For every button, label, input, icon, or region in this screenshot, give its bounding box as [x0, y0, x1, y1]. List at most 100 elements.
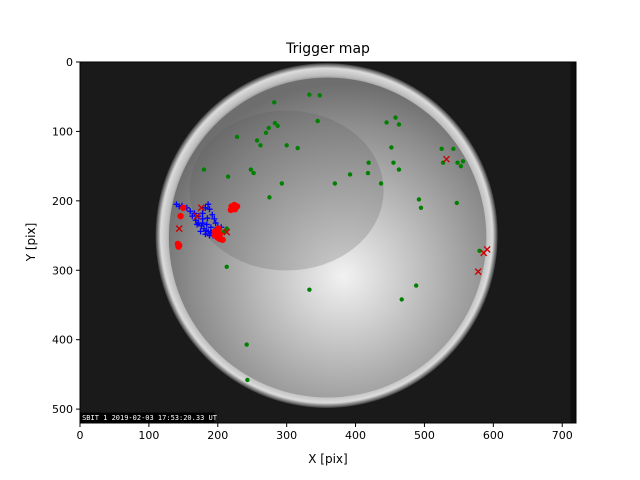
- scatter-point: [201, 167, 207, 172]
- scatter-point: [211, 215, 218, 222]
- scatter-point: [197, 204, 205, 212]
- scatter-point: [202, 231, 209, 238]
- scatter-point: [212, 220, 219, 227]
- scatter-point: [175, 225, 183, 233]
- scatter-point: [439, 146, 444, 151]
- axes-frame: [79, 61, 577, 424]
- scatter-point: [251, 170, 256, 176]
- scatter-point: [399, 297, 404, 302]
- scatter-point: [460, 159, 466, 164]
- scatter-point: [451, 146, 456, 151]
- scatter-point: [332, 181, 338, 186]
- scatter-point: [315, 118, 320, 124]
- x-tick-label: 200: [207, 429, 228, 442]
- scatter-point: [279, 181, 285, 186]
- x-tick-label: 400: [345, 429, 366, 442]
- scatter-point: [223, 228, 231, 236]
- timestamp-text: SBIT 1 2019-02-03 17:53:20.33 UT: [82, 414, 218, 422]
- fisheye-shade: [189, 110, 384, 271]
- camera-edge-strip: [570, 62, 576, 423]
- scatter-point: [396, 122, 402, 127]
- scatter-point: [477, 248, 482, 254]
- y-tick-label: 200: [52, 195, 73, 208]
- scatter-point: [203, 221, 210, 228]
- scatter-point: [187, 208, 194, 215]
- scatter-point: [219, 236, 226, 243]
- y-tick-label: 400: [52, 334, 73, 347]
- scatter-point: [248, 167, 254, 172]
- scatter-point: [307, 92, 312, 97]
- scatter-point: [205, 201, 212, 208]
- y-tick-label: 0: [66, 56, 73, 69]
- scatter-point: [202, 204, 209, 211]
- scatter-point: [207, 224, 214, 231]
- y-axis-label: Y [pix]: [24, 223, 38, 263]
- y-axis: 0 100 200 300 400 500: [52, 56, 80, 416]
- scatter-point: [317, 93, 322, 98]
- scatter-point: [245, 377, 250, 383]
- scatter-point: [416, 197, 422, 202]
- scatter-point: [378, 181, 384, 186]
- y-tick-label: 300: [52, 264, 73, 277]
- timestamp-box: [80, 412, 215, 423]
- x-tick-label: 100: [138, 429, 159, 442]
- scatter-point: [347, 172, 353, 177]
- scatter-point: [180, 204, 187, 211]
- scatter-point: [254, 138, 260, 143]
- x-tick-label: 0: [77, 429, 84, 442]
- scatter-point: [307, 287, 312, 292]
- scatter-point: [224, 226, 229, 231]
- scatter-point: [272, 120, 278, 126]
- scatter-point: [454, 200, 460, 206]
- scatter-point: [284, 143, 289, 148]
- scatter-point: [225, 174, 231, 179]
- scatter-point: [234, 134, 240, 140]
- scatter-point: [391, 160, 396, 165]
- scatter-point: [365, 170, 371, 176]
- scatter-point: [258, 143, 263, 148]
- scatter-point: [458, 163, 464, 169]
- scatter-point: [266, 125, 271, 131]
- plot-area: SBIT 1 2019-02-03 17:53:20.33 UT: [80, 62, 576, 423]
- scatter-point: [418, 205, 424, 210]
- scatter-point: [474, 268, 482, 276]
- scatter-point: [228, 203, 235, 210]
- y-tick-label: 100: [52, 125, 73, 138]
- scatter-point: [263, 130, 269, 136]
- x-axis: 0 100 200 300 400 500 600 700: [77, 423, 573, 442]
- scatter-point: [177, 212, 184, 220]
- x-tick-label: 300: [276, 429, 297, 442]
- x-tick-label: 600: [483, 429, 504, 442]
- scatter-point: [215, 225, 222, 232]
- x-tick-label: 700: [552, 429, 573, 442]
- scatter-point: [267, 195, 272, 200]
- chart-title: Trigger map: [285, 41, 370, 57]
- chart-marks: [173, 92, 491, 383]
- y-tick-label: 500: [52, 403, 73, 416]
- scatter-point: [384, 120, 389, 125]
- fisheye-sky: [168, 77, 487, 398]
- scatter-point: [199, 220, 206, 227]
- scatter-point: [275, 123, 280, 129]
- scatter-point: [480, 249, 488, 257]
- scatter-point: [176, 242, 183, 249]
- scatter-point: [206, 206, 213, 213]
- scatter-point: [204, 215, 211, 222]
- scatter-point: [393, 115, 398, 120]
- scatter-point: [224, 264, 229, 269]
- scatter-point: [295, 145, 300, 151]
- scatter-point: [442, 155, 450, 163]
- scatter-point: [455, 160, 460, 165]
- scatter-point: [199, 210, 206, 217]
- scatter-point: [396, 167, 402, 172]
- scatter-point: [193, 212, 201, 220]
- scatter-point: [194, 221, 201, 228]
- scatter-point: [389, 145, 394, 150]
- x-tick-label: 500: [414, 429, 435, 442]
- scatter-point: [209, 211, 216, 218]
- scatter-point: [197, 228, 204, 235]
- x-axis-label: X [pix]: [308, 452, 347, 466]
- scatter-point: [216, 230, 224, 238]
- scatter-point: [272, 100, 277, 105]
